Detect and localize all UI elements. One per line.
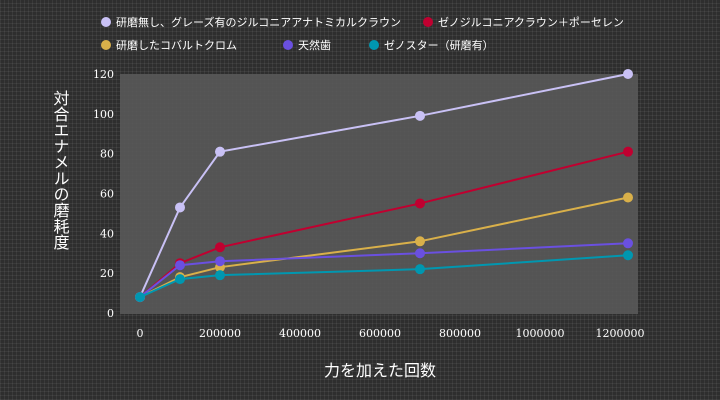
- data-point: [215, 256, 225, 267]
- x-tick-label: 600000: [359, 327, 401, 340]
- data-point: [215, 146, 225, 157]
- y-tick-label: 80: [100, 148, 114, 161]
- y-axis-title: 対合エナメルの磨耗度: [51, 90, 70, 250]
- data-point: [415, 110, 425, 121]
- x-tick-label: 1000000: [516, 327, 565, 340]
- legend-item: ゼノジルコニアクラウン＋ポーセレン: [423, 16, 624, 29]
- data-point: [623, 238, 633, 249]
- series-5: [135, 250, 633, 303]
- data-point: [415, 248, 425, 259]
- legend-label: 研磨したコバルトクロム: [116, 39, 237, 52]
- y-axis: 0 20 40 60 80 100 120: [93, 68, 114, 320]
- data-point: [415, 236, 425, 247]
- data-point: [623, 146, 633, 157]
- data-point: [215, 242, 225, 253]
- data-point: [623, 192, 633, 203]
- x-axis-title: 力を加えた回数: [324, 361, 436, 380]
- legend-label: 研磨無し、グレーズ有のジルコニアアナトミカルクラウン: [116, 15, 401, 29]
- data-point: [175, 274, 185, 285]
- y-tick-label: 60: [100, 188, 114, 201]
- data-point: [623, 250, 633, 261]
- legend: 研磨無し、グレーズ有のジルコニアアナトミカルクラウン ゼノジルコニアクラウン＋ポー…: [101, 15, 624, 52]
- legend-marker: [369, 40, 379, 50]
- legend-item: 研磨無し、グレーズ有のジルコニアアナトミカルクラウン: [101, 15, 401, 29]
- legend-label: ゼノスター（研磨有）: [384, 38, 494, 52]
- data-point: [415, 198, 425, 209]
- series-layer: [135, 69, 633, 303]
- legend-item: 天然歯: [283, 38, 331, 52]
- y-tick-label: 20: [100, 267, 114, 280]
- data-point: [215, 270, 225, 281]
- x-tick-label: 1200000: [596, 327, 645, 340]
- x-tick-label: 800000: [439, 327, 481, 340]
- x-tick-label: 0: [137, 327, 144, 340]
- y-tick-label: 120: [93, 68, 114, 81]
- data-point: [623, 69, 633, 79]
- legend-label: ゼノジルコニアクラウン＋ポーセレン: [438, 16, 624, 29]
- y-tick-label: 100: [93, 108, 114, 121]
- legend-marker: [423, 17, 433, 27]
- plot-area: [120, 74, 638, 314]
- legend-marker: [283, 40, 293, 50]
- y-tick-label: 40: [100, 227, 114, 240]
- legend-label: 天然歯: [298, 38, 331, 52]
- x-tick-label: 200000: [199, 327, 241, 340]
- data-point: [415, 264, 425, 275]
- data-point: [135, 292, 145, 303]
- data-point: [175, 202, 185, 213]
- legend-marker: [101, 17, 111, 27]
- legend-marker: [101, 40, 111, 50]
- x-axis: 0 200000 400000 600000 800000 1000000 1200000: [137, 327, 645, 340]
- x-tick-label: 400000: [279, 327, 321, 340]
- legend-item: ゼノスター（研磨有）: [369, 38, 494, 52]
- legend-item: 研磨したコバルトクロム: [101, 39, 237, 52]
- y-tick-label: 0: [107, 307, 114, 320]
- data-point: [175, 260, 185, 271]
